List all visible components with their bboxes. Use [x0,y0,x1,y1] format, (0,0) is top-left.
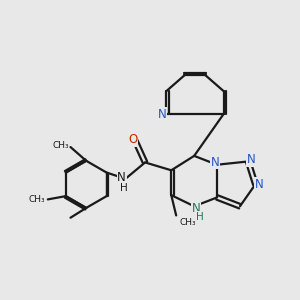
Text: N: N [246,153,255,166]
Text: N: N [191,202,200,215]
Text: CH₃: CH₃ [52,141,69,150]
Text: H: H [120,183,128,193]
Text: N: N [211,156,220,169]
Text: CH₃: CH₃ [179,218,196,227]
Text: H: H [196,212,204,222]
Text: N: N [117,171,126,184]
Text: O: O [128,133,137,146]
Text: N: N [255,178,264,191]
Text: CH₃: CH₃ [28,195,45,204]
Text: N: N [158,107,167,121]
